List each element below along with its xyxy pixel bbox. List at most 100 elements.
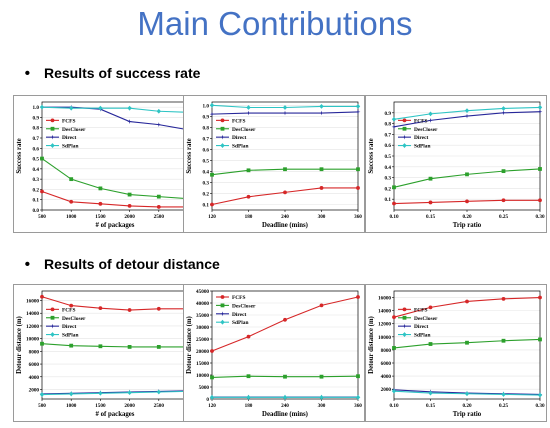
data-point-sdplan (319, 104, 324, 109)
data-point-descloser (69, 177, 74, 182)
chart-svg: 2000 4000 6000 8000 10000 12000 14000 16000 500 1… (16, 290, 194, 418)
y-tick-label: 0.4 (385, 165, 392, 171)
y-tick-label: 0.4 (203, 169, 210, 175)
data-point-sdplan (98, 390, 103, 396)
y-tick-label: 0.7 (203, 136, 210, 142)
legend-marker (50, 143, 55, 148)
data-point-descloser (156, 345, 161, 349)
data-point-sdplan (355, 104, 361, 109)
x-axis-label: Deadline (mins) (262, 222, 308, 229)
legend-label: FCFS (232, 295, 245, 301)
y-tick-label: 0.2 (33, 187, 40, 193)
chart-svg: 0.0 0.1 0.2 0.3 0.4 0.5 0.6 0.7 0.8 0.9 1.0 500 1000… (16, 101, 194, 229)
data-point-descloser (98, 186, 103, 191)
x-tick-label: 180 (245, 403, 253, 409)
data-point-descloser (69, 343, 74, 348)
x-axis-label: # of packages (96, 222, 135, 229)
legend-marker (220, 143, 225, 148)
legend-label: DesCloser (232, 303, 256, 309)
data-point-descloser (428, 342, 433, 346)
x-axis-label: Deadline (mins) (262, 411, 308, 418)
y-tick-label: 0.7 (385, 132, 392, 138)
series-line-descloser (41, 343, 188, 348)
y-tick-label: 2000 (29, 387, 40, 393)
data-point-sdplan (39, 392, 45, 397)
y-tick-label: 14000 (26, 311, 39, 317)
data-point-fcfs (428, 305, 433, 310)
y-tick-label: 30000 (196, 325, 209, 331)
chart-svg: 0 5000 10000 15000 20000 25000 30000 35000 40000… (186, 289, 362, 418)
y-tick-label: 35000 (196, 313, 209, 319)
series-line-fcfs (41, 296, 188, 311)
x-tick-label: 240 (281, 214, 289, 220)
chart-detour-vs-trip-ratio: 2000 4000 6000 8000 10000 12000 14000 16000 0.10… (365, 284, 547, 422)
legend-label: SdPlan (62, 333, 78, 339)
data-point-sdplan (69, 105, 74, 111)
data-point-descloser (127, 192, 132, 197)
legend-label: Direct (414, 135, 428, 141)
y-tick-label: 0.9 (33, 115, 40, 121)
legend-marker (50, 323, 55, 329)
series-line-descloser (41, 158, 189, 200)
x-tick-label: 120 (208, 214, 216, 220)
x-tick-label: 500 (38, 403, 46, 409)
y-tick-label: 0.1 (385, 197, 392, 203)
data-point-fcfs (356, 186, 360, 190)
data-point-descloser (538, 337, 542, 342)
section-detour-distance: • Results of detour distance (0, 253, 220, 275)
data-point-sdplan (428, 390, 433, 396)
y-tick-label: 0.3 (203, 180, 210, 186)
y-tick-label: 15000 (196, 361, 209, 367)
legend-label: FCFS (62, 307, 75, 313)
data-point-descloser (356, 374, 360, 379)
y-tick-label: 12000 (26, 324, 39, 330)
data-point-sdplan (39, 104, 45, 110)
legend-label: SdPlan (414, 144, 430, 150)
plot-frame (393, 290, 541, 400)
legend-label: Direct (232, 135, 246, 141)
data-point-direct (464, 113, 470, 119)
data-point-fcfs (98, 201, 103, 206)
data-point-descloser (392, 346, 396, 350)
legend-marker (50, 126, 55, 131)
x-tick-label: 0.20 (462, 214, 471, 220)
data-point-fcfs (246, 334, 251, 339)
x-tick-label: 0.10 (389, 403, 398, 409)
data-point-sdplan (355, 394, 361, 400)
y-axis-label: Detour distance (m) (186, 316, 193, 374)
y-tick-label: 1.0 (33, 105, 40, 111)
data-point-sdplan (246, 394, 251, 400)
y-tick-label: 4000 (381, 374, 392, 380)
data-point-sdplan (209, 394, 215, 400)
legend-marker (402, 323, 407, 329)
legend-label: DesCloser (232, 127, 256, 133)
x-tick-label: 0.30 (535, 403, 544, 409)
data-point-descloser (40, 156, 44, 161)
y-tick-label: 0.8 (385, 122, 392, 128)
chart-detour-vs-deadline: 0 5000 10000 15000 20000 25000 30000 35000 40000… (183, 284, 365, 422)
data-point-sdplan (69, 391, 74, 397)
data-point-fcfs (40, 189, 44, 194)
y-tick-label: 8000 (29, 349, 40, 355)
x-tick-label: 2500 (154, 403, 165, 409)
data-point-direct (127, 119, 132, 124)
data-point-descloser (356, 167, 360, 172)
y-tick-label: 16000 (26, 299, 39, 305)
x-tick-label: 0.10 (389, 214, 398, 220)
chart-svg: 2000 4000 6000 8000 10000 12000 14000 16000 0.10… (368, 290, 545, 418)
data-point-direct (355, 109, 361, 115)
data-point-sdplan (537, 105, 543, 110)
legend-label: SdPlan (232, 144, 248, 150)
legend-label: Direct (62, 135, 76, 141)
x-tick-label: 1500 (95, 403, 106, 409)
legend-marker (220, 311, 225, 317)
data-point-fcfs (501, 296, 506, 301)
y-tick-label: 0 (206, 397, 209, 403)
data-point-descloser (283, 374, 287, 379)
data-point-descloser (538, 167, 542, 171)
data-point-fcfs (538, 198, 542, 203)
section-success-rate: • Results of success rate (0, 62, 201, 84)
data-point-sdplan (156, 108, 161, 114)
legend-label: DesCloser (414, 127, 438, 133)
